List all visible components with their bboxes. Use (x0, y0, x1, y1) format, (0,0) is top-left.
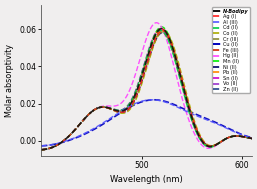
Legend: N-Bodipy, Ag (I), Al (III), Cd (II), Co (II), Cr (III), Cu (II), Fe (III), Hg (I: N-Bodipy, Ag (I), Al (III), Cd (II), Co … (212, 7, 250, 93)
X-axis label: Wavelength (nm): Wavelength (nm) (110, 175, 183, 184)
Y-axis label: Molar absorptivity: Molar absorptivity (5, 44, 14, 117)
